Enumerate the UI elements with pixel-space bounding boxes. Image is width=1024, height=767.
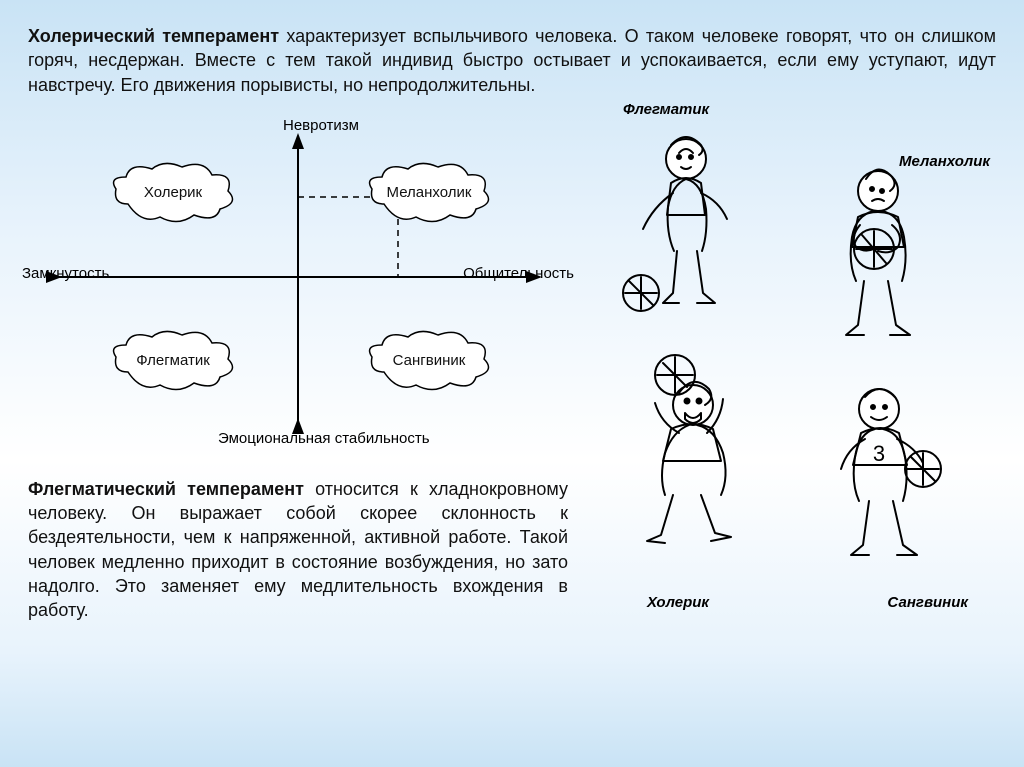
temperament-quadrant-diagram: Невротизм Эмоциональная стабильность Зам…: [28, 117, 568, 447]
cloud-melancholic: Меланхолик: [364, 159, 494, 227]
axis-label-right: Общительность: [463, 265, 574, 282]
cloud-phlegmatic: Флегматик: [108, 327, 238, 395]
cloud-label: Сангвиник: [393, 352, 466, 369]
cloud-sanguine: Сангвиник: [364, 327, 494, 395]
cloud-label: Флегматик: [136, 352, 210, 369]
cloud-choleric: Холерик: [108, 159, 238, 227]
axis-label-left: Замкнутость: [22, 265, 109, 282]
paragraph-choleric-lead: Холерический темперамент: [28, 26, 279, 46]
player-label-phlegmatic: Флегматик: [623, 101, 709, 118]
cloud-label: Меланхолик: [387, 184, 472, 201]
svg-text:3: 3: [873, 441, 885, 466]
paragraph-choleric: Холерический темперамент характеризует в…: [28, 24, 996, 97]
player-label-choleric: Холерик: [647, 594, 709, 611]
paragraph-phlegmatic-lead: Флегматический темперамент: [28, 479, 304, 499]
paragraph-phlegmatic: Флегматический темперамент относится к х…: [28, 477, 568, 623]
cloud-label: Холерик: [144, 184, 202, 201]
paragraph-phlegmatic-body: относится к хладнокровному человеку. Он …: [28, 479, 568, 620]
player-label-sanguine: Сангвиник: [887, 594, 968, 611]
axis-label-top: Невротизм: [283, 117, 359, 134]
player-label-melancholic: Меланхолик: [899, 153, 990, 170]
axis-label-bottom: Эмоциональная стабильность: [218, 430, 430, 447]
players-illustration: Флегматик Меланхолик Холерик Сангвиник: [601, 101, 996, 621]
